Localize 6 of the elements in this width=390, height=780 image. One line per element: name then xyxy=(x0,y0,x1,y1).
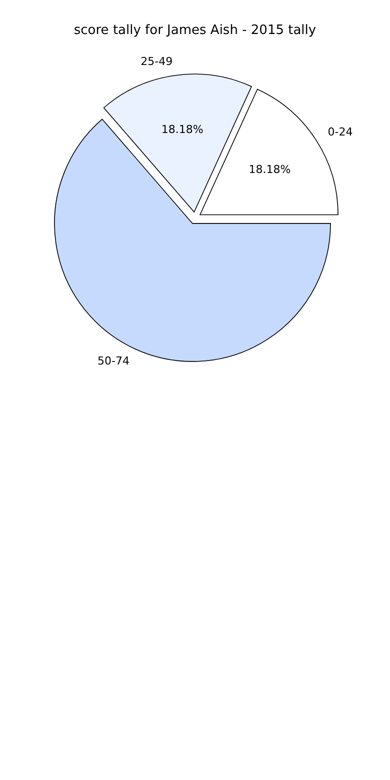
slice-label: 0-24 xyxy=(328,126,353,139)
slice-label: 25-49 xyxy=(140,54,173,68)
data-label: 18.18% xyxy=(248,162,291,176)
data-label: 18.18% xyxy=(161,123,204,136)
slice-label: 50-74 xyxy=(97,354,130,368)
chart-title: score tally for James Aish - 2015 tally xyxy=(74,23,316,38)
